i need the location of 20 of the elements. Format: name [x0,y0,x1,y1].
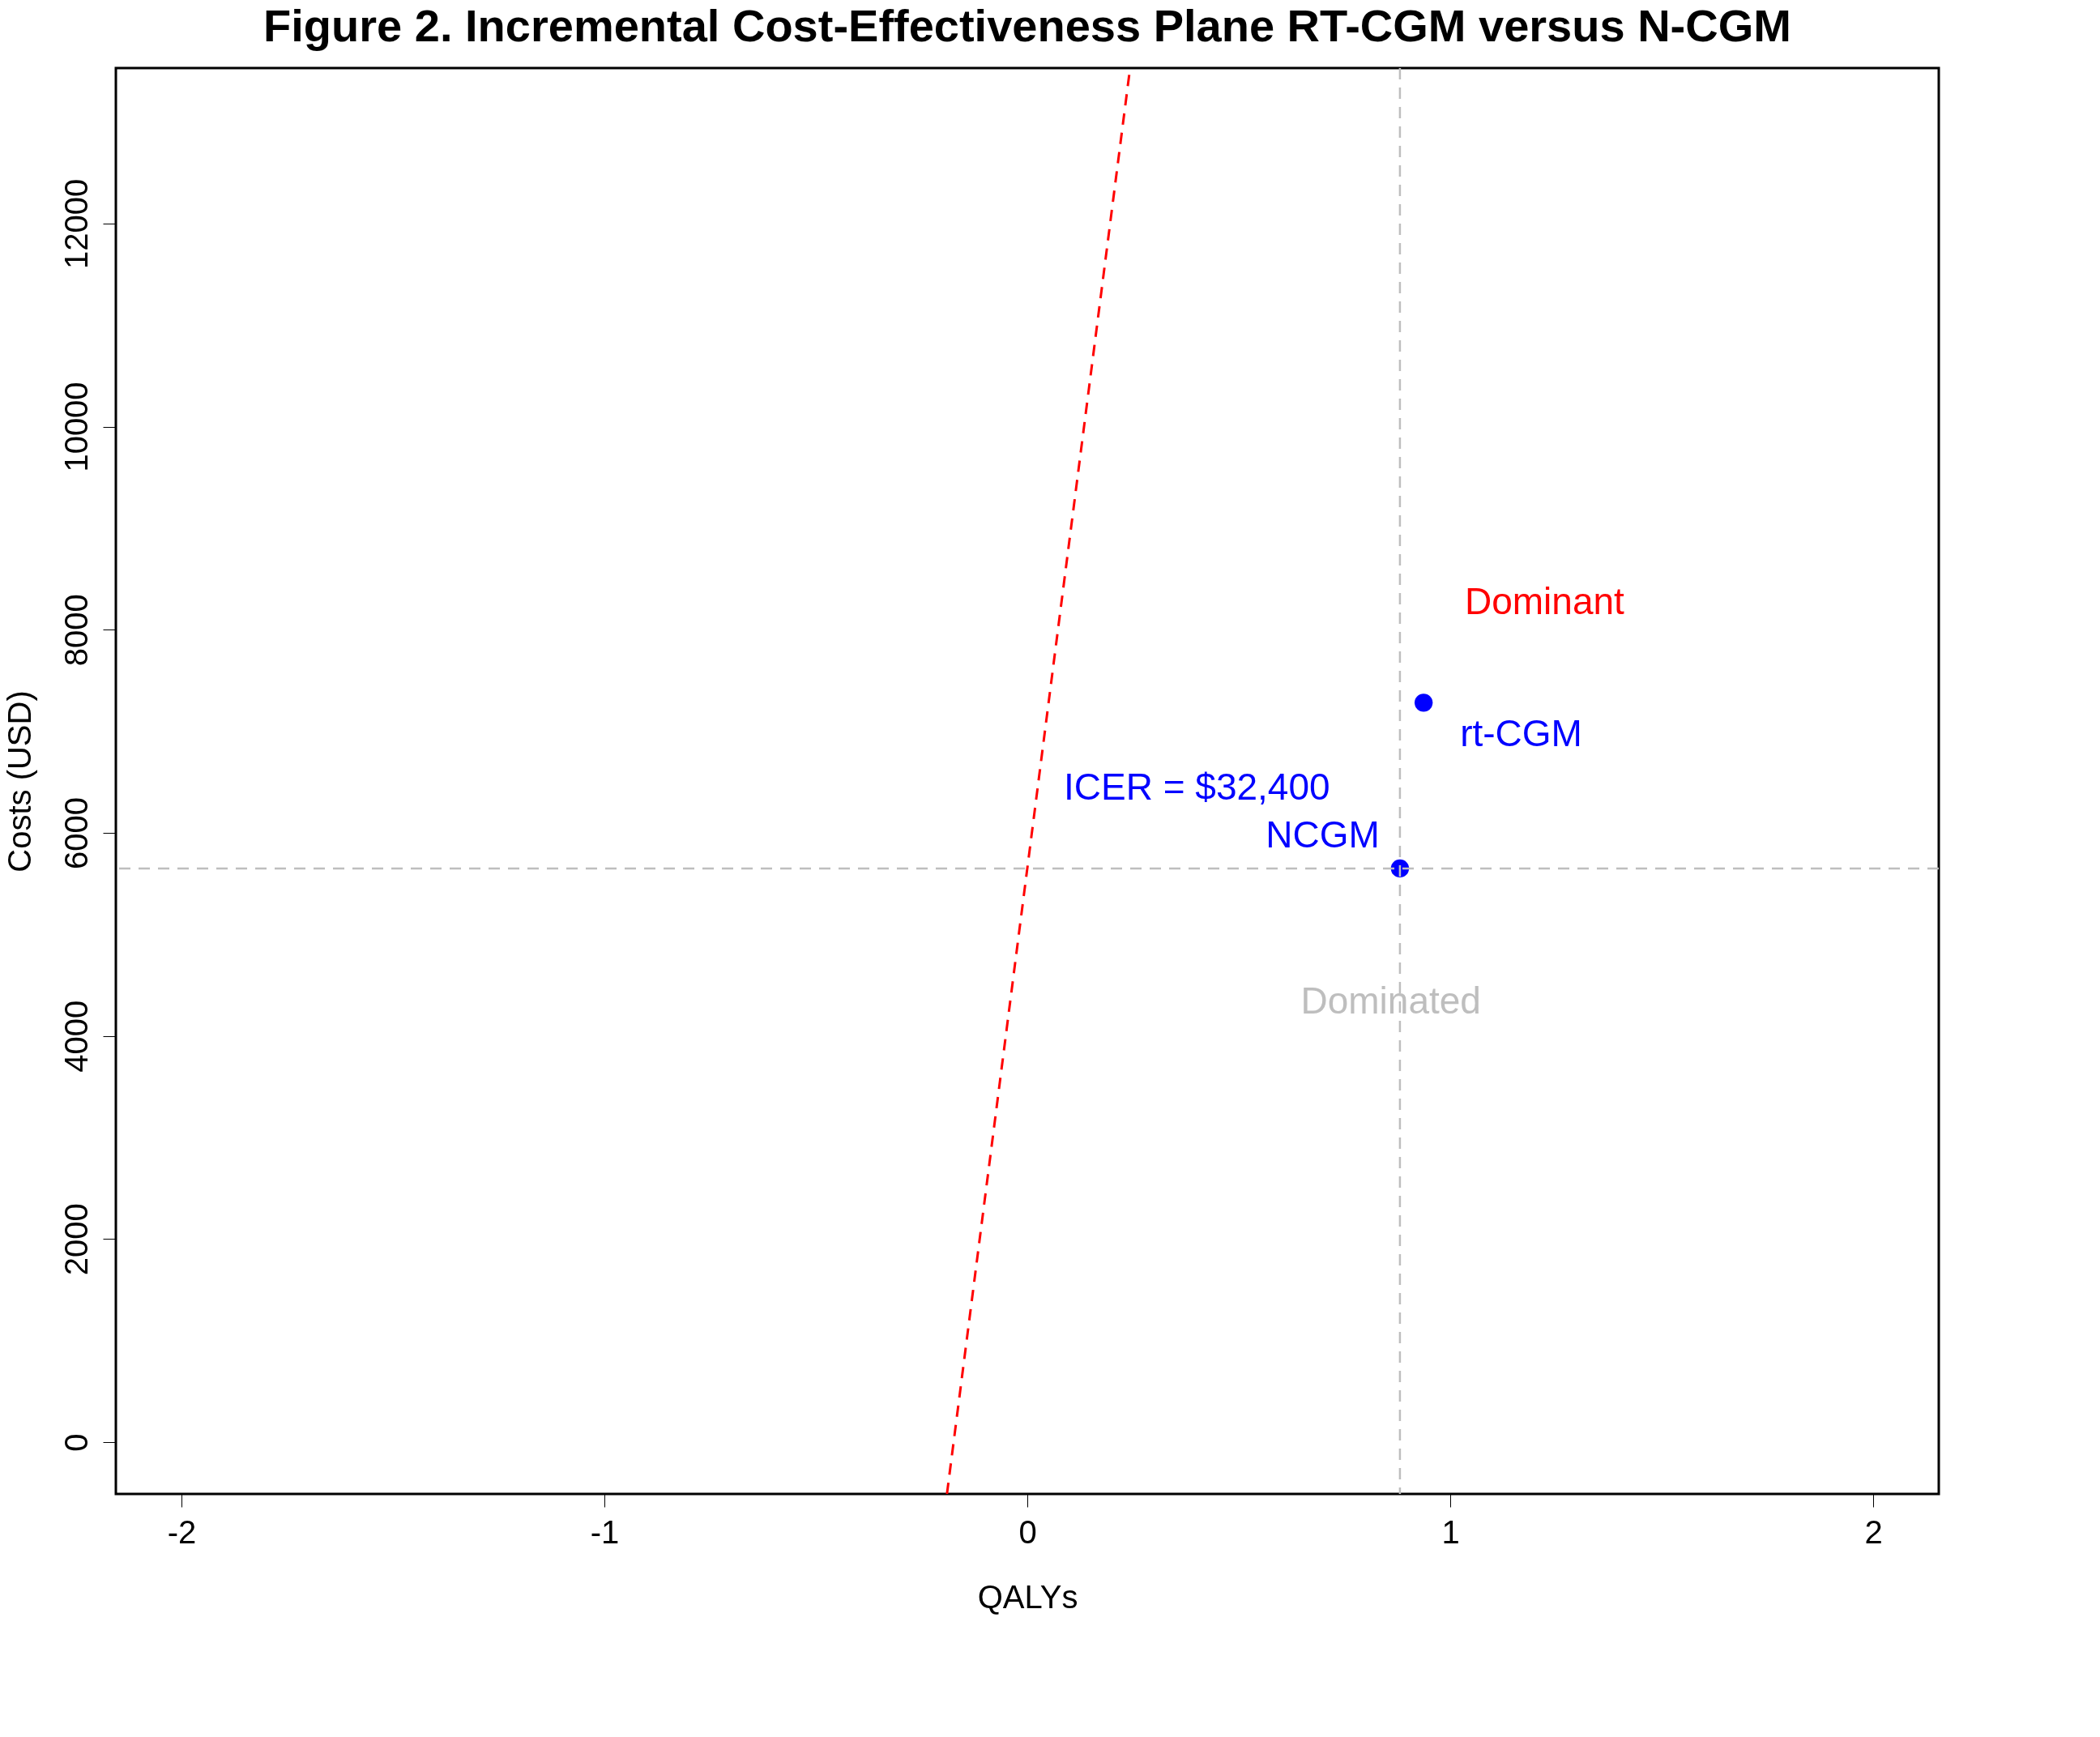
x-tick-label: 1 [1441,1513,1460,1550]
x-axis-title: QALYs [977,1578,1078,1615]
y-tick-label: 6000 [58,796,94,869]
x-tick-label: 2 [1864,1513,1883,1550]
x-tick-label: 0 [1018,1513,1037,1550]
y-tick-label: 12000 [58,178,94,269]
y-tick-label: 10000 [58,382,94,472]
y-tick-label: 8000 [58,594,94,667]
x-tick-label: -1 [590,1513,620,1550]
annotation: ICER = $32,400 [1064,765,1330,808]
x-tick-label: -2 [167,1513,197,1550]
annotation: Dominant [1465,580,1625,622]
annotation: Dominated [1300,979,1481,1022]
chart-title: Figure 2. Incremental Cost-Effectiveness Plane RT-CGM versus N-CGM [263,0,1791,51]
y-tick-label: 2000 [58,1203,94,1276]
series-label: NCGM [1266,813,1380,856]
y-tick-label: 0 [58,1433,94,1452]
y-tick-label: 4000 [58,1000,94,1073]
y-axis-title: Costs (USD) [1,690,37,873]
series-label: rt-CGM [1460,712,1582,755]
